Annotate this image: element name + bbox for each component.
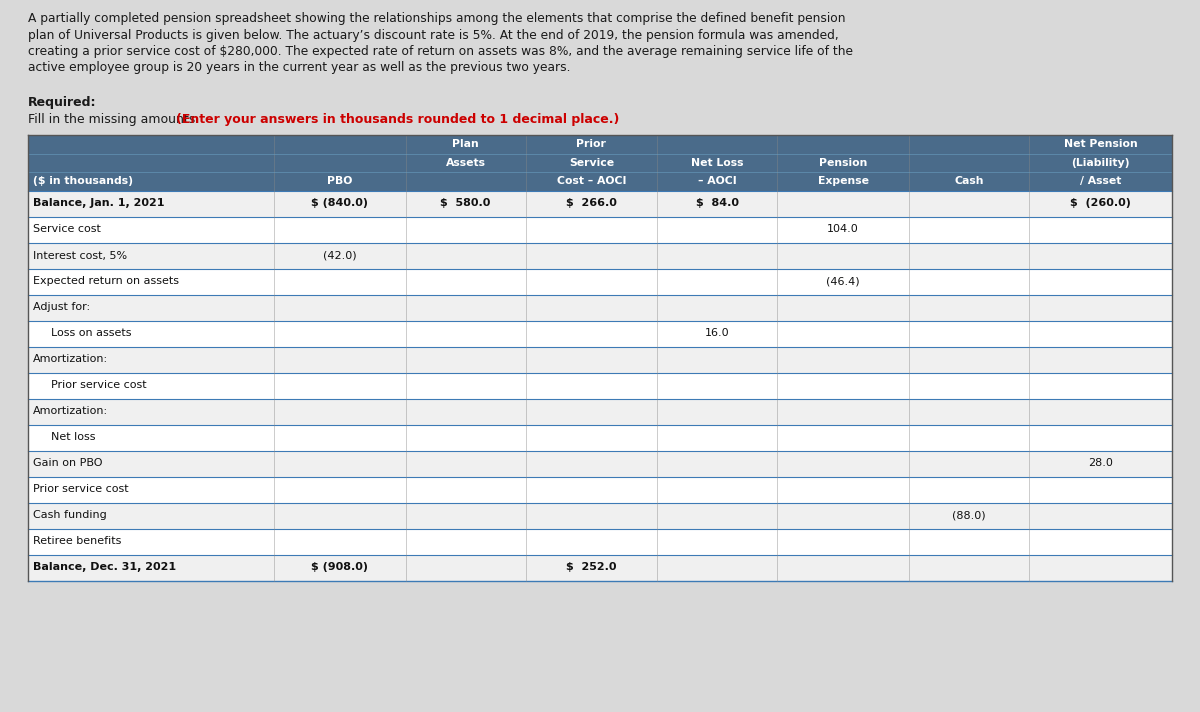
Text: Amortization:: Amortization: — [34, 355, 108, 365]
Text: Gain on PBO: Gain on PBO — [34, 459, 102, 468]
Text: $  580.0: $ 580.0 — [440, 199, 491, 209]
Text: / Asset: / Asset — [1080, 177, 1121, 187]
Text: PBO: PBO — [328, 177, 353, 187]
Bar — [28, 347, 1172, 372]
Bar — [28, 243, 1172, 268]
Text: $  266.0: $ 266.0 — [566, 199, 617, 209]
Text: Prior service cost: Prior service cost — [50, 380, 146, 390]
Bar — [28, 503, 1172, 528]
Bar — [28, 476, 1172, 503]
Bar — [28, 451, 1172, 476]
Text: Expense: Expense — [817, 177, 869, 187]
Text: Adjust for:: Adjust for: — [34, 303, 90, 313]
Bar — [28, 528, 1172, 555]
Bar — [28, 372, 1172, 399]
Text: $  252.0: $ 252.0 — [566, 562, 617, 572]
Text: Prior: Prior — [576, 140, 606, 150]
Bar — [28, 268, 1172, 295]
Text: Retiree benefits: Retiree benefits — [34, 537, 121, 547]
Text: 16.0: 16.0 — [704, 328, 730, 338]
Text: Service cost: Service cost — [34, 224, 101, 234]
Text: $ (908.0): $ (908.0) — [311, 562, 368, 572]
Bar — [28, 320, 1172, 347]
Bar — [28, 555, 1172, 580]
Text: Expected return on assets: Expected return on assets — [34, 276, 179, 286]
Text: plan of Universal Products is given below. The actuary’s discount rate is 5%. At: plan of Universal Products is given belo… — [28, 28, 839, 41]
Text: (Liability): (Liability) — [1072, 158, 1129, 168]
Text: $  (260.0): $ (260.0) — [1070, 199, 1130, 209]
Bar — [28, 191, 1172, 216]
Text: ($ in thousands): ($ in thousands) — [34, 177, 133, 187]
Text: $ (840.0): $ (840.0) — [311, 199, 368, 209]
Text: A partially completed pension spreadsheet showing the relationships among the el: A partially completed pension spreadshee… — [28, 12, 846, 25]
Bar — [28, 216, 1172, 243]
Text: Cost – AOCI: Cost – AOCI — [557, 177, 626, 187]
Bar — [28, 135, 1172, 191]
Text: Balance, Jan. 1, 2021: Balance, Jan. 1, 2021 — [34, 199, 164, 209]
Bar — [28, 399, 1172, 424]
Text: 104.0: 104.0 — [827, 224, 859, 234]
Text: Prior service cost: Prior service cost — [34, 484, 128, 495]
Text: creating a prior service cost of $280,000. The expected rate of return on assets: creating a prior service cost of $280,00… — [28, 45, 853, 58]
Text: Plan: Plan — [452, 140, 479, 150]
Text: Assets: Assets — [445, 158, 486, 168]
Text: Amortization:: Amortization: — [34, 407, 108, 417]
Text: Net Loss: Net Loss — [691, 158, 744, 168]
Text: Net Pension: Net Pension — [1063, 140, 1138, 150]
Text: Cash funding: Cash funding — [34, 511, 107, 520]
Text: Required:: Required: — [28, 96, 96, 109]
Text: Net loss: Net loss — [50, 432, 96, 442]
Text: (42.0): (42.0) — [323, 251, 356, 261]
Text: – AOCI: – AOCI — [698, 177, 737, 187]
Text: Service: Service — [569, 158, 614, 168]
Text: (Enter your answers in thousands rounded to 1 decimal place.): (Enter your answers in thousands rounded… — [176, 113, 619, 126]
Text: 28.0: 28.0 — [1088, 459, 1112, 468]
Text: Balance, Dec. 31, 2021: Balance, Dec. 31, 2021 — [34, 562, 176, 572]
Text: Interest cost, 5%: Interest cost, 5% — [34, 251, 127, 261]
Text: (88.0): (88.0) — [952, 511, 985, 520]
Text: $  84.0: $ 84.0 — [696, 199, 739, 209]
Bar — [28, 424, 1172, 451]
Text: active employee group is 20 years in the current year as well as the previous tw: active employee group is 20 years in the… — [28, 61, 570, 75]
Bar — [28, 295, 1172, 320]
Text: Fill in the missing amounts.: Fill in the missing amounts. — [28, 113, 203, 126]
Text: Pension: Pension — [818, 158, 868, 168]
Text: Loss on assets: Loss on assets — [50, 328, 132, 338]
Text: Cash: Cash — [954, 177, 984, 187]
Text: (46.4): (46.4) — [827, 276, 860, 286]
